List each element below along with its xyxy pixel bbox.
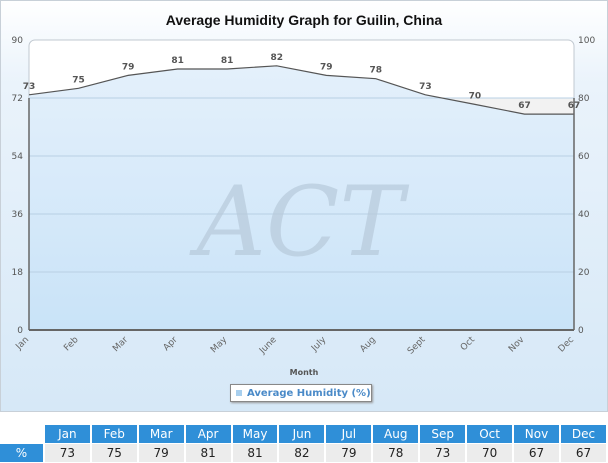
table-cell: 70 (467, 444, 513, 462)
chart-plot: ACT 73 75 79 81 81 82 79 78 73 70 67 67 0 18 36 54 72 90 0 2… (12, 36, 596, 357)
table-cell: 82 (279, 444, 325, 462)
data-label: 79 (122, 62, 135, 72)
x-tick-label: Jan (14, 335, 32, 353)
x-tick-label: Dec (557, 335, 576, 354)
x-tick-label: Apr (162, 335, 180, 353)
table-cell: 81 (185, 444, 231, 462)
table-corner (0, 425, 43, 443)
table-header: Oct (467, 425, 513, 443)
x-tick-label: Aug (358, 335, 378, 355)
x-tick-label: July (309, 335, 329, 355)
table-cell: 81 (232, 444, 278, 462)
y-tick-right: 0 (578, 326, 584, 336)
table-header: Sep (420, 425, 466, 443)
data-label: 81 (171, 56, 184, 66)
legend-label: Average Humidity (%) (247, 387, 371, 399)
y-tick-left: 36 (12, 210, 24, 220)
table-header: Mar (138, 425, 184, 443)
y-tick-right: 80 (578, 94, 590, 104)
data-label: 75 (72, 75, 85, 85)
x-tick-label: Mar (111, 335, 130, 354)
data-label: 79 (320, 62, 333, 72)
watermark-logo: ACT (189, 166, 410, 278)
table-header: Jul (326, 425, 372, 443)
chart-title: Average Humidity Graph for Guilin, China (165, 12, 443, 28)
data-label: 70 (469, 91, 482, 101)
y-tick-left: 0 (17, 326, 23, 336)
table-header: Nov (514, 425, 559, 443)
x-tick-label: Feb (62, 335, 81, 354)
y-tick-right: 20 (578, 268, 590, 278)
data-label: 81 (221, 56, 234, 66)
legend[interactable]: Average Humidity (%) (230, 384, 372, 402)
x-axis-label: Month (289, 368, 319, 377)
x-tick-label: Oct (459, 335, 477, 353)
table-header: Feb (91, 425, 137, 443)
table-header: Jun (279, 425, 325, 443)
x-tick-label: Sept (406, 335, 428, 357)
data-label: 78 (370, 66, 383, 76)
data-line (28, 65, 574, 115)
y-tick-left: 54 (12, 152, 24, 162)
table-cell: 67 (560, 444, 606, 462)
y-tick-right: 60 (578, 152, 590, 162)
y-tick-left: 18 (12, 268, 24, 278)
table-cell: 73 (420, 444, 466, 462)
table-cell: 78 (373, 444, 419, 462)
table-header: May (232, 425, 278, 443)
table-cell: 73 (44, 444, 90, 462)
table-header: Apr (185, 425, 231, 443)
x-tick-label: Nov (507, 335, 527, 355)
y-tick-left: 72 (12, 94, 23, 104)
area-fill (29, 65, 574, 331)
y-tick-right: 40 (578, 210, 590, 220)
table-header: Dec (560, 425, 606, 443)
data-label: 67 (568, 101, 581, 111)
x-tick-label: June (257, 335, 279, 357)
data-label: 67 (518, 101, 531, 111)
table-row-label: % (0, 444, 43, 462)
table-cell: 79 (326, 444, 372, 462)
table-header: Aug (373, 425, 419, 443)
table-cell: 67 (514, 444, 559, 462)
data-label: 73 (23, 82, 36, 92)
legend-swatch (236, 390, 242, 396)
y-tick-left: 90 (12, 36, 24, 46)
data-label: 73 (419, 82, 432, 92)
table-row: % 73 75 79 81 81 82 79 78 73 70 67 67 (0, 444, 606, 462)
table-header: Jan (44, 425, 90, 443)
table-header-row: Jan Feb Mar Apr May Jun Jul Aug Sep Oct … (0, 425, 606, 443)
table-cell: 79 (138, 444, 184, 462)
y-tick-right: 100 (578, 36, 595, 46)
x-tick-label: May (209, 335, 230, 356)
humidity-table: Jan Feb Mar Apr May Jun Jul Aug Sep Oct … (0, 424, 608, 463)
table-cell: 75 (91, 444, 137, 462)
data-label: 82 (270, 53, 283, 63)
